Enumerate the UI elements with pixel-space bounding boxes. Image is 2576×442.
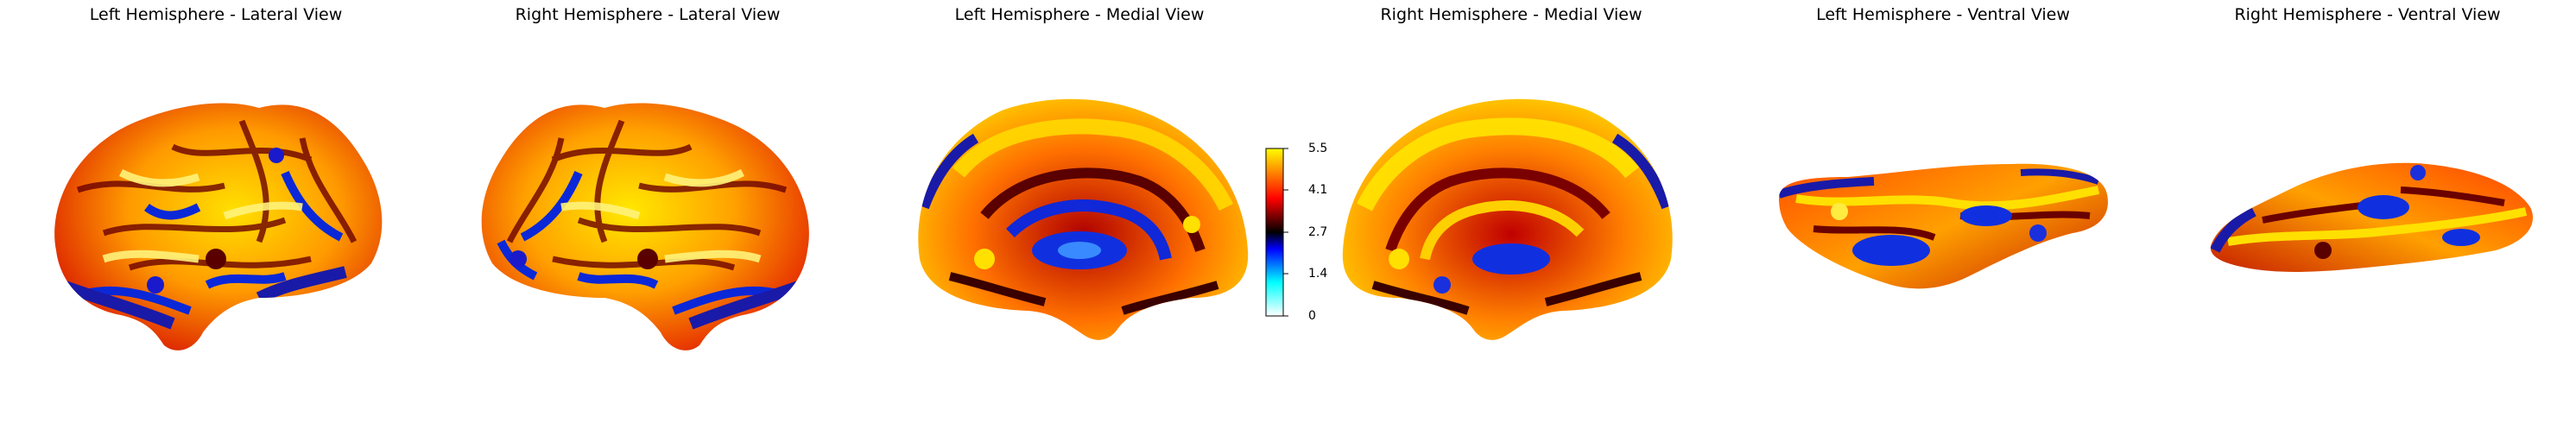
panel-title: Left Hemisphere - Ventral View [1816, 5, 2070, 24]
panel-left-medial: Left Hemisphere - Medial View [864, 0, 1295, 442]
brain-surface-right-lateral [481, 103, 809, 350]
panel-right-medial: Right Hemisphere - Medial View [1295, 0, 1727, 442]
colorbar-tick: 1.4 [1308, 267, 1328, 281]
panel-left-lateral: Left Hemisphere - Lateral View [0, 0, 432, 442]
panel-left-ventral: Left Hemisphere - Ventral View [1727, 0, 2159, 442]
colorbar-tick: 0 [1308, 309, 1316, 323]
colorbar [1265, 148, 1288, 317]
panel-right-ventral: Right Hemisphere - Ventral View [2159, 0, 2576, 442]
colorbar-tick: 5.5 [1308, 142, 1328, 155]
panel-right-lateral: Right Hemisphere - Lateral View [432, 0, 864, 442]
colorbar-tick: 4.1 [1308, 183, 1328, 197]
panel-title: Right Hemisphere - Medial View [1380, 5, 1642, 24]
brain-surface-right-ventral [2210, 162, 2534, 272]
panel-title: Left Hemisphere - Medial View [954, 5, 1205, 24]
colorbar-tick: 2.7 [1308, 225, 1328, 239]
brain-surface-left-ventral [1779, 163, 2108, 289]
panel-title: Right Hemisphere - Lateral View [515, 5, 781, 24]
panel-title: Left Hemisphere - Lateral View [89, 5, 343, 24]
brain-surface-left-lateral [54, 103, 383, 350]
brain-surface-left-medial [918, 98, 1249, 340]
panel-title: Right Hemisphere - Ventral View [2234, 5, 2501, 24]
brain-surface-right-medial [1342, 98, 1673, 340]
